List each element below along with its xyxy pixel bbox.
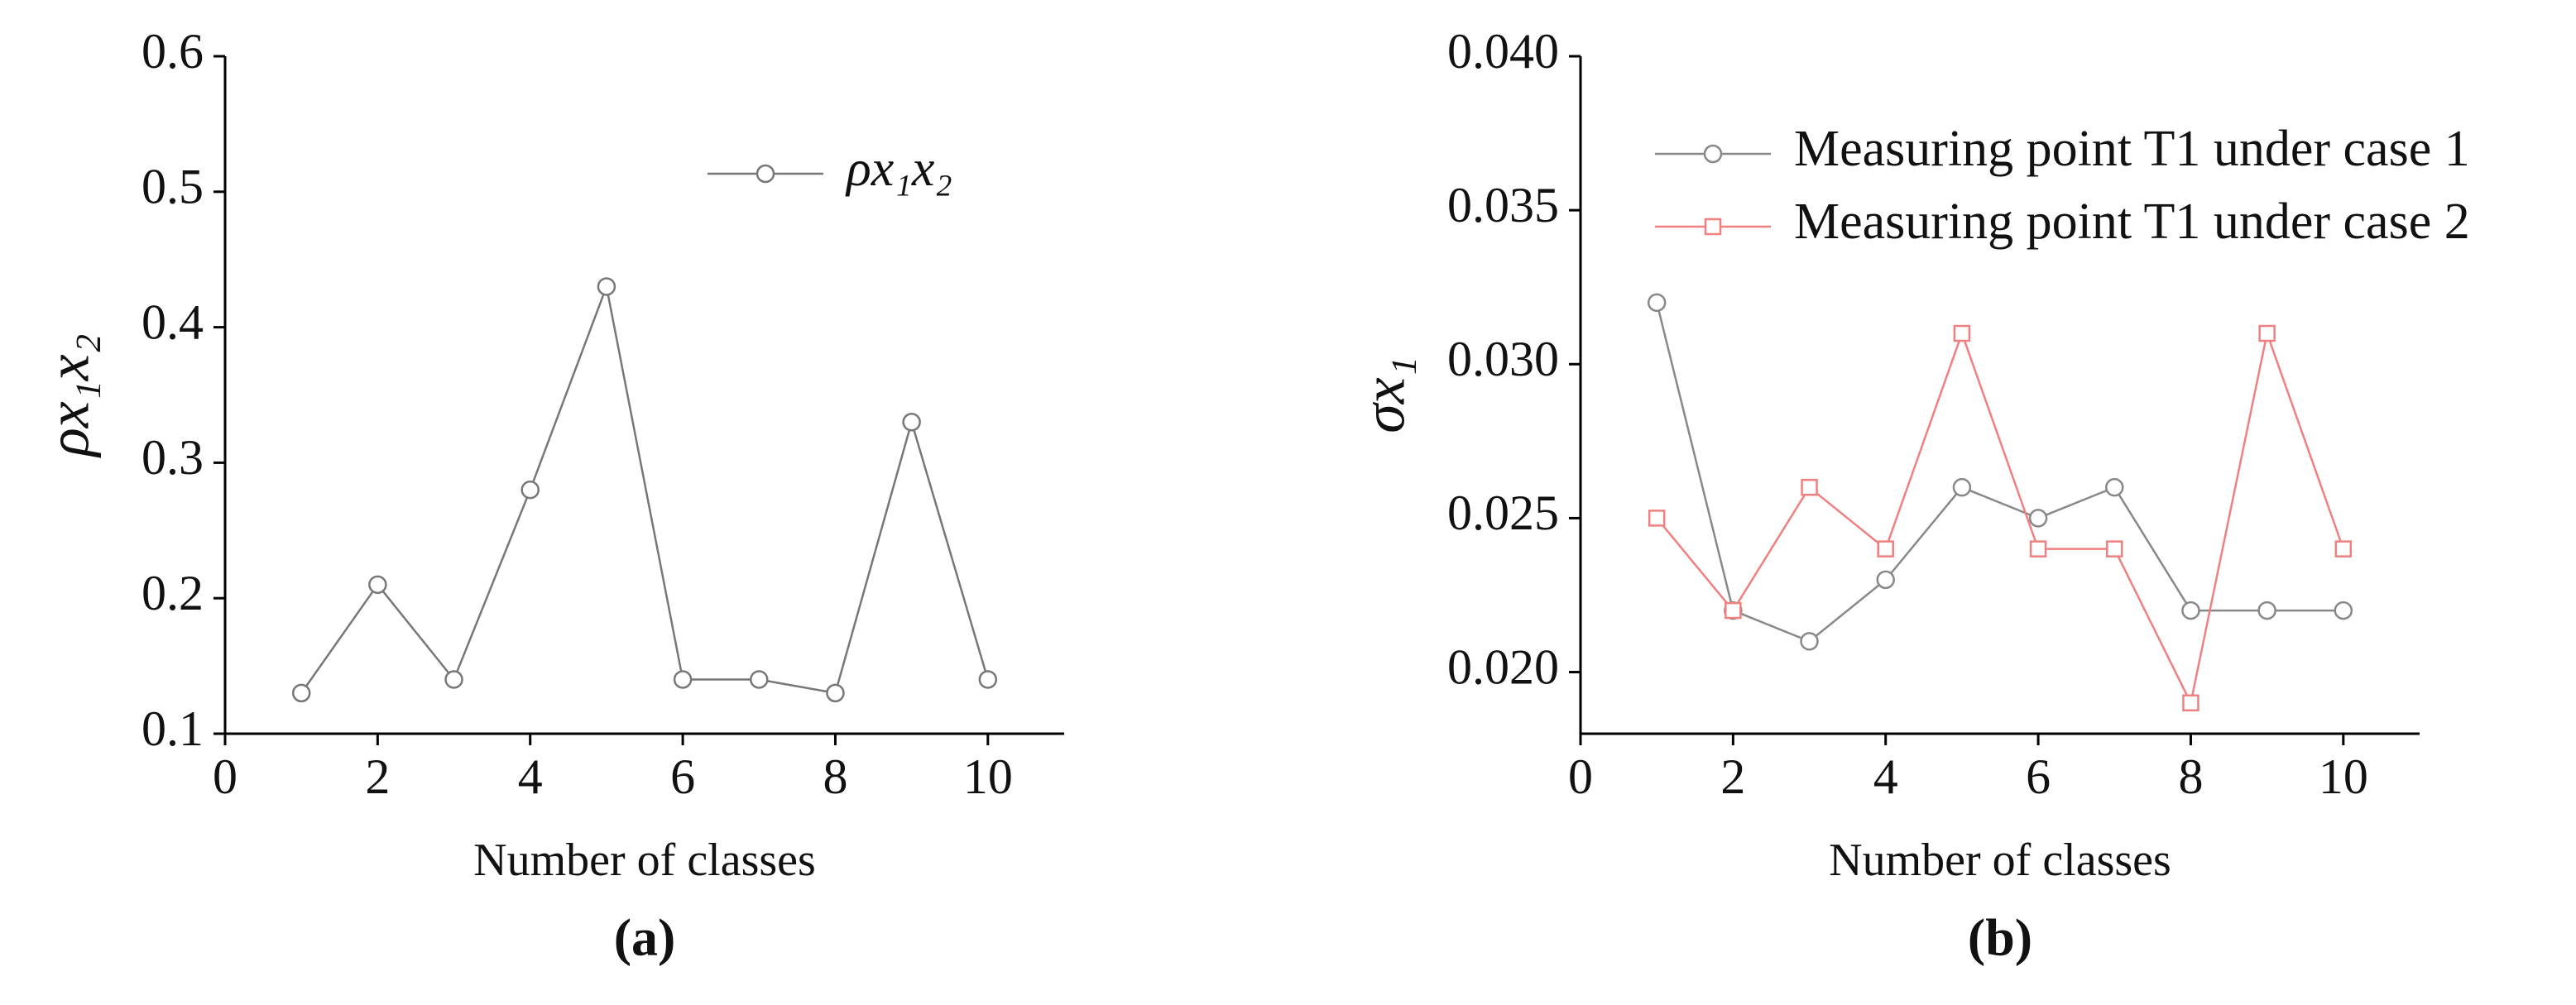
x-tick-label: 4 xyxy=(518,749,543,804)
marker xyxy=(2029,540,2047,558)
y-tick-label: 0.1 xyxy=(142,701,204,756)
marker xyxy=(1647,293,1667,313)
marker xyxy=(1648,510,1666,527)
marker xyxy=(1876,570,1895,590)
marker xyxy=(291,683,311,703)
x-tick-label: 8 xyxy=(2178,749,2203,804)
series-line xyxy=(1655,302,2343,643)
marker xyxy=(1800,632,1819,651)
y-tick-label: 0.040 xyxy=(1447,24,1559,79)
y-tick-label: 0.5 xyxy=(142,160,204,214)
marker xyxy=(2258,324,2276,342)
y-tick-label: 0.030 xyxy=(1447,332,1559,386)
legend-marker xyxy=(1704,218,1722,236)
marker xyxy=(978,670,998,689)
legend-marker xyxy=(1703,144,1723,164)
marker xyxy=(368,575,387,595)
marker xyxy=(2334,540,2353,558)
marker xyxy=(750,670,769,689)
marker xyxy=(1877,540,1894,558)
marker xyxy=(2257,601,2276,620)
x-tick-label: 2 xyxy=(365,749,390,804)
series-line xyxy=(1656,329,2344,706)
x-tick-label: 6 xyxy=(670,749,695,804)
x-tick-label: 4 xyxy=(1873,749,1898,804)
caption: (a) xyxy=(614,908,676,967)
y-tick-label: 0.6 xyxy=(142,24,204,79)
x-tick-label: 0 xyxy=(1568,749,1593,804)
y-tick-label: 0.020 xyxy=(1447,639,1559,694)
marker xyxy=(2105,477,2124,497)
y-tick-label: 0.4 xyxy=(142,294,204,349)
x-tick-label: 8 xyxy=(823,749,847,804)
marker xyxy=(826,683,845,703)
x-tick-label: 2 xyxy=(1720,749,1745,804)
marker xyxy=(2028,509,2048,528)
marker xyxy=(2182,694,2199,712)
legend-label: Measuring point T1 under case 1 xyxy=(1794,121,2470,177)
marker xyxy=(2181,601,2200,620)
y-axis-title: ρx₁x₂ xyxy=(36,333,102,458)
series-line xyxy=(300,282,990,695)
legend-marker xyxy=(756,164,775,184)
y-tick-label: 0.035 xyxy=(1447,178,1559,232)
legend-label: ρx₁x₂ xyxy=(845,141,952,197)
marker xyxy=(673,670,693,689)
marker xyxy=(1801,478,1818,496)
marker xyxy=(520,480,540,500)
marker xyxy=(444,670,463,689)
y-tick-label: 0.2 xyxy=(142,566,204,620)
x-tick-label: 0 xyxy=(213,749,237,804)
marker xyxy=(1952,477,1972,497)
x-tick-label: 10 xyxy=(963,749,1013,804)
caption: (b) xyxy=(1968,908,2032,967)
x-axis-title: Number of classes xyxy=(473,835,816,886)
marker xyxy=(2334,601,2353,620)
marker xyxy=(1725,601,1742,620)
x-axis-title: Number of classes xyxy=(1829,835,2171,886)
marker xyxy=(1953,324,1971,342)
marker xyxy=(597,277,616,296)
y-tick-label: 0.025 xyxy=(1447,486,1559,540)
marker xyxy=(2106,540,2123,558)
y-axis-title: σx₁ xyxy=(1351,357,1418,433)
x-tick-label: 6 xyxy=(2026,749,2051,804)
x-tick-label: 10 xyxy=(2319,749,2368,804)
marker xyxy=(902,413,921,432)
legend-label: Measuring point T1 under case 2 xyxy=(1794,194,2470,250)
y-tick-label: 0.3 xyxy=(142,430,204,485)
